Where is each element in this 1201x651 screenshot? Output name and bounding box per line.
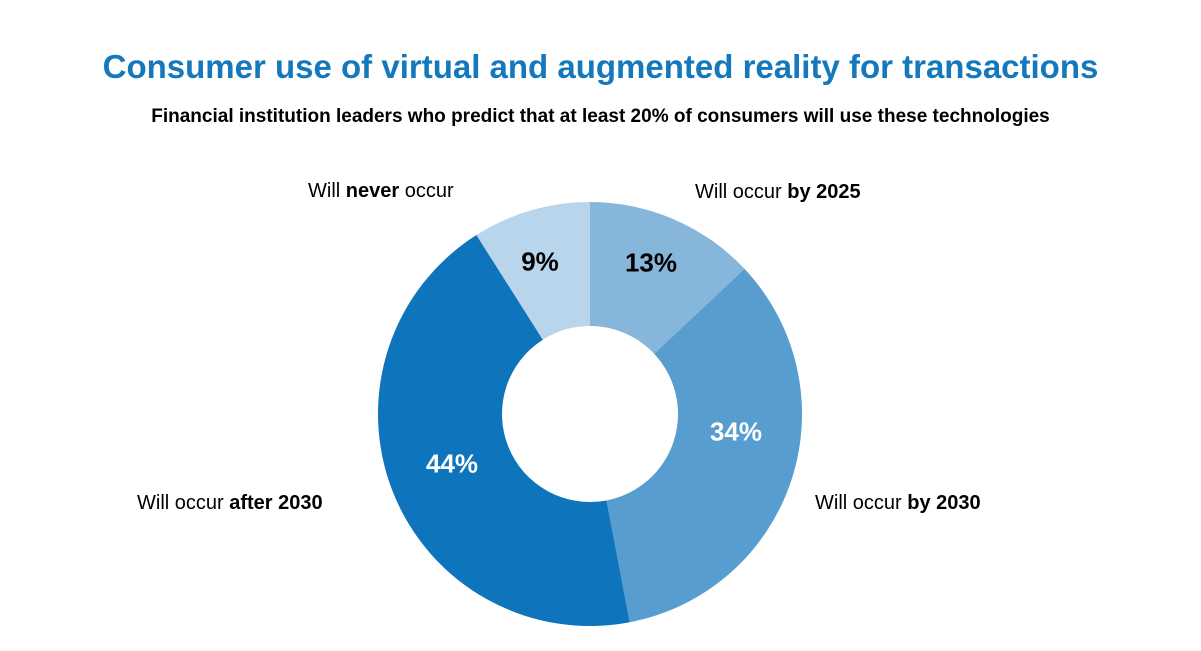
category-label-text: Will occur [137, 492, 230, 514]
category-label-text: Will occur [815, 492, 908, 514]
category-label-bold-text: by 2025 [787, 181, 861, 203]
slice-value-after-2030: 44% [425, 448, 479, 479]
category-label-text: occur [399, 180, 454, 202]
category-label-text: Will [308, 180, 346, 202]
page-subtitle: Financial institution leaders who predic… [151, 106, 1050, 127]
pie-slice-will-occur-after-2030 [378, 235, 630, 626]
category-label-bold-text: never [345, 180, 400, 202]
category-label-by-2030: Will occur by 2030 [815, 492, 981, 515]
slice-value-by-2025: 13% [624, 247, 678, 278]
slice-value-never: 9% [521, 246, 559, 277]
category-label-text: Will occur [695, 181, 788, 203]
category-label-never: Will never occur [308, 180, 454, 203]
slice-value-by-2030: 34% [709, 416, 763, 447]
category-label-after-2030: Will occur after 2030 [137, 492, 323, 515]
pie-slice-will-never-occur [476, 202, 590, 340]
category-label-by-2025: Will occur by 2025 [695, 181, 861, 204]
category-label-bold-text: after 2030 [229, 492, 323, 514]
page-title: Consumer use of virtual and augmented re… [102, 48, 1099, 85]
category-label-bold-text: by 2030 [907, 492, 981, 514]
pie-slice-will-occur-by-2030 [606, 268, 802, 623]
pie-slice-will-occur-by-2025 [590, 202, 745, 354]
